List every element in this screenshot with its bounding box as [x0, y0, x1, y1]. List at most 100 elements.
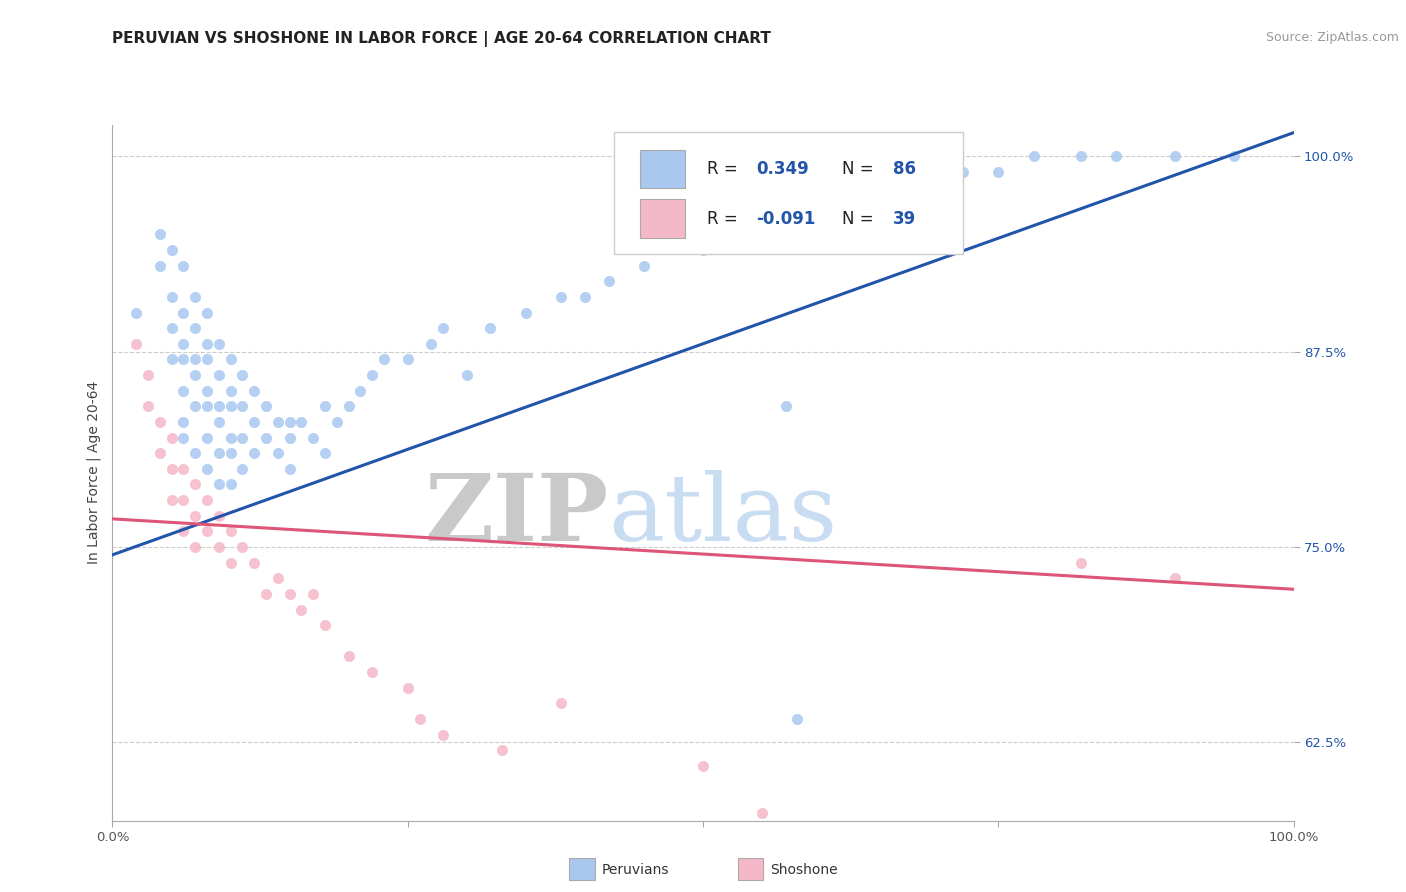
Point	[326, 415, 349, 429]
Text: ZIP: ZIP	[425, 469, 609, 559]
Point	[172, 352, 194, 367]
Point	[172, 493, 194, 508]
Point	[172, 259, 194, 273]
Text: 0.349: 0.349	[756, 160, 808, 178]
Point	[361, 368, 384, 382]
Point	[136, 400, 159, 414]
Point	[314, 400, 336, 414]
Point	[314, 446, 336, 460]
Point	[184, 540, 207, 554]
Point	[219, 477, 242, 491]
Point	[491, 743, 513, 757]
Point	[184, 400, 207, 414]
Point	[149, 415, 172, 429]
Point	[208, 400, 231, 414]
Point	[184, 290, 207, 304]
Point	[219, 384, 242, 398]
Point	[231, 462, 253, 476]
Point	[184, 446, 207, 460]
Point	[208, 336, 231, 351]
Point	[125, 336, 148, 351]
Point	[254, 400, 277, 414]
Point	[160, 243, 183, 257]
Point	[149, 259, 172, 273]
Point	[184, 368, 207, 382]
Point	[267, 415, 290, 429]
Point	[208, 446, 231, 460]
Point	[243, 556, 266, 570]
Point	[432, 321, 454, 335]
Text: N =: N =	[842, 160, 875, 178]
Point	[408, 712, 430, 726]
Point	[420, 336, 443, 351]
Point	[254, 431, 277, 445]
Point	[219, 431, 242, 445]
Point	[219, 524, 242, 539]
Point	[195, 462, 218, 476]
Bar	[640, 150, 685, 188]
Point	[869, 196, 891, 211]
Point	[219, 556, 242, 570]
Text: R =: R =	[707, 210, 737, 227]
Point	[278, 431, 301, 445]
Text: atlas: atlas	[609, 469, 838, 559]
Point	[692, 759, 714, 773]
Point	[786, 712, 808, 726]
Point	[290, 415, 312, 429]
FancyBboxPatch shape	[614, 132, 963, 253]
Text: N =: N =	[842, 210, 875, 227]
Point	[195, 431, 218, 445]
Point	[219, 352, 242, 367]
Point	[136, 368, 159, 382]
Point	[337, 649, 360, 664]
Point	[314, 618, 336, 632]
Point	[1105, 149, 1128, 163]
Point	[195, 352, 218, 367]
Point	[172, 524, 194, 539]
Point	[184, 321, 207, 335]
Point	[195, 305, 218, 319]
Point	[254, 587, 277, 601]
Point	[208, 477, 231, 491]
Point	[172, 431, 194, 445]
Point	[479, 321, 502, 335]
Point	[172, 305, 194, 319]
Text: Source: ZipAtlas.com: Source: ZipAtlas.com	[1265, 31, 1399, 45]
Point	[550, 290, 572, 304]
Point	[928, 180, 950, 194]
Text: Shoshone: Shoshone	[770, 863, 838, 877]
Point	[208, 368, 231, 382]
Point	[243, 384, 266, 398]
Point	[231, 540, 253, 554]
Point	[1164, 571, 1187, 585]
Point	[267, 446, 290, 460]
Point	[208, 540, 231, 554]
Point	[195, 400, 218, 414]
Point	[1223, 149, 1246, 163]
Point	[278, 415, 301, 429]
Point	[1164, 149, 1187, 163]
Point	[337, 400, 360, 414]
Point	[1070, 149, 1092, 163]
Point	[160, 431, 183, 445]
Point	[290, 602, 312, 616]
Point	[278, 462, 301, 476]
Point	[633, 259, 655, 273]
Point	[219, 400, 242, 414]
Text: PERUVIAN VS SHOSHONE IN LABOR FORCE | AGE 20-64 CORRELATION CHART: PERUVIAN VS SHOSHONE IN LABOR FORCE | AG…	[112, 31, 772, 47]
Point	[231, 368, 253, 382]
Point	[231, 431, 253, 445]
Point	[208, 415, 231, 429]
Point	[574, 290, 596, 304]
Point	[751, 805, 773, 820]
Point	[278, 587, 301, 601]
Point	[243, 446, 266, 460]
Point	[149, 446, 172, 460]
Point	[231, 400, 253, 414]
Y-axis label: In Labor Force | Age 20-64: In Labor Force | Age 20-64	[87, 381, 101, 565]
Point	[267, 571, 290, 585]
Point	[1070, 556, 1092, 570]
Point	[160, 321, 183, 335]
Point	[396, 352, 419, 367]
Point	[373, 352, 395, 367]
